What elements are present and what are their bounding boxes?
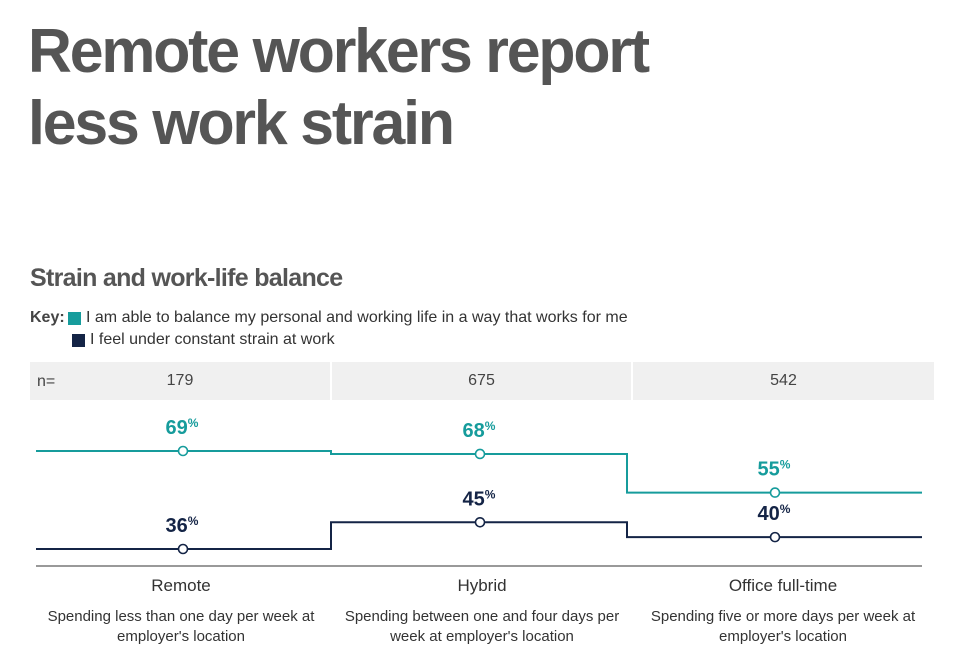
data-label-balance: 55% (758, 458, 791, 481)
sample-size-value: 542 (770, 372, 797, 389)
legend-row-strain: I feel under constant strain at work (30, 329, 628, 351)
legend: Key: I am able to balance my personal an… (30, 307, 628, 351)
data-point-strain (177, 543, 189, 555)
sample-size-value: 179 (166, 372, 194, 389)
page-title: Remote workers report less work strain (28, 16, 910, 160)
data-label-balance: 69% (166, 416, 199, 439)
data-point-strain (474, 516, 486, 528)
legend-text-balance: I am able to balance my personal and wor… (86, 309, 628, 326)
sample-size-remote: n= 179 (30, 362, 330, 400)
category-label-hybrid: Hybrid (457, 576, 507, 595)
legend-swatch-balance (68, 311, 81, 325)
category-desc-office: Spending five or more days per week at e… (650, 608, 916, 645)
category-desc-hybrid: Spending between one and four days per w… (344, 608, 620, 645)
data-label-strain: 45% (463, 487, 496, 510)
data-label-balance: 68% (463, 419, 496, 442)
category-desc-remote: Spending less than one day per week at e… (47, 608, 315, 645)
data-label-strain: 36% (166, 514, 199, 537)
sample-size-value: 675 (468, 372, 495, 389)
data-label-strain: 40% (758, 502, 791, 525)
legend-text-strain: I feel under constant strain at work (90, 331, 335, 348)
legend-row-balance: Key: I am able to balance my personal an… (30, 307, 628, 329)
data-point-strain (769, 531, 781, 543)
chart-subtitle: Strain and work-life balance (30, 264, 343, 292)
sample-size-prefix: n= (37, 373, 56, 390)
category-label-office: Office full-time (728, 576, 838, 595)
sample-size-hybrid: 675 (332, 362, 631, 400)
data-point-balance (769, 487, 781, 498)
data-point-balance (177, 445, 189, 457)
legend-key-label: Key: (30, 309, 65, 326)
sample-size-office: 542 (633, 362, 934, 400)
title-line-1: Remote workers report (28, 17, 650, 86)
sample-size-row: n= 179 675 542 (30, 362, 934, 400)
data-point-balance (474, 448, 486, 460)
category-label-remote: Remote (151, 576, 211, 595)
title-line-2: less work strain (28, 89, 455, 158)
legend-swatch-strain (72, 333, 85, 347)
